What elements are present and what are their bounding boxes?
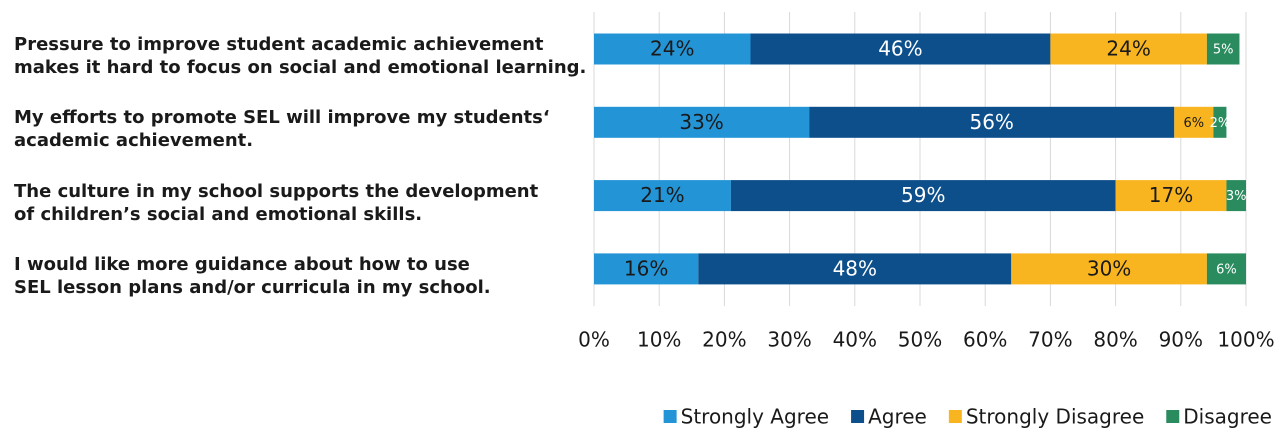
bar-segment: [1226, 180, 1246, 212]
value-label: 24%: [1106, 37, 1150, 61]
legend-label: Strongly Agree: [681, 405, 829, 429]
legend-label: Strongly Disagree: [966, 405, 1144, 429]
x-tick-label: 100%: [1217, 328, 1274, 352]
bar-segment: [594, 33, 751, 65]
bar-segment: [594, 106, 810, 138]
value-label: 21%: [640, 183, 684, 207]
x-tick-label: 10%: [637, 328, 681, 352]
category-label: I would like more guidance about how to …: [14, 253, 491, 298]
category-label: Pressure to improve student academic ach…: [14, 34, 587, 78]
bar-segment: [594, 253, 699, 285]
value-label: 48%: [833, 256, 877, 280]
legend-swatch: [1166, 410, 1180, 423]
legend-label: Agree: [868, 405, 927, 429]
legend-label: Disagree: [1183, 405, 1272, 429]
value-label: 24%: [650, 37, 694, 61]
x-tick-label: 70%: [1028, 328, 1072, 352]
x-tick-label: 0%: [578, 328, 610, 352]
bar-segment: [1050, 33, 1207, 65]
bar-segment: [1174, 106, 1214, 138]
x-tick-label: 20%: [702, 328, 746, 352]
value-label: 16%: [624, 256, 668, 280]
bar-segment: [1115, 180, 1227, 212]
value-label: 5%: [1213, 43, 1234, 58]
value-label: 6%: [1184, 116, 1205, 131]
value-label: 33%: [679, 110, 723, 134]
category-label: The culture in my school supports the de…: [14, 180, 539, 225]
bar-segment: [809, 106, 1175, 138]
legend-swatch: [851, 410, 865, 423]
legend-swatch: [663, 410, 677, 423]
value-label: 6%: [1216, 262, 1237, 277]
bar-segment: [1011, 253, 1207, 285]
x-tick-label: 40%: [833, 328, 877, 352]
bar-segment: [698, 253, 1012, 285]
x-tick-label: 60%: [963, 328, 1007, 352]
bar-segment: [1213, 106, 1227, 138]
bar-segment: [1206, 33, 1240, 65]
value-label: 30%: [1087, 256, 1131, 280]
value-label: 59%: [901, 183, 945, 207]
category-label: My efforts to promote SEL will improve m…: [14, 107, 550, 152]
value-label: 56%: [969, 110, 1013, 134]
x-tick-label: 30%: [767, 328, 811, 352]
value-label: 2%: [1210, 116, 1231, 131]
bar-segment: [594, 180, 731, 212]
x-tick-label: 80%: [1093, 328, 1137, 352]
legend-swatch: [948, 410, 962, 423]
bar-segment: [750, 33, 1051, 65]
value-label: 46%: [878, 37, 922, 61]
bar-segment: [730, 180, 1116, 212]
bar-segment: [1206, 253, 1246, 285]
x-tick-label: 90%: [1159, 328, 1203, 352]
value-label: 3%: [1226, 189, 1247, 204]
value-label: 17%: [1149, 183, 1193, 207]
x-tick-label: 50%: [898, 328, 942, 352]
